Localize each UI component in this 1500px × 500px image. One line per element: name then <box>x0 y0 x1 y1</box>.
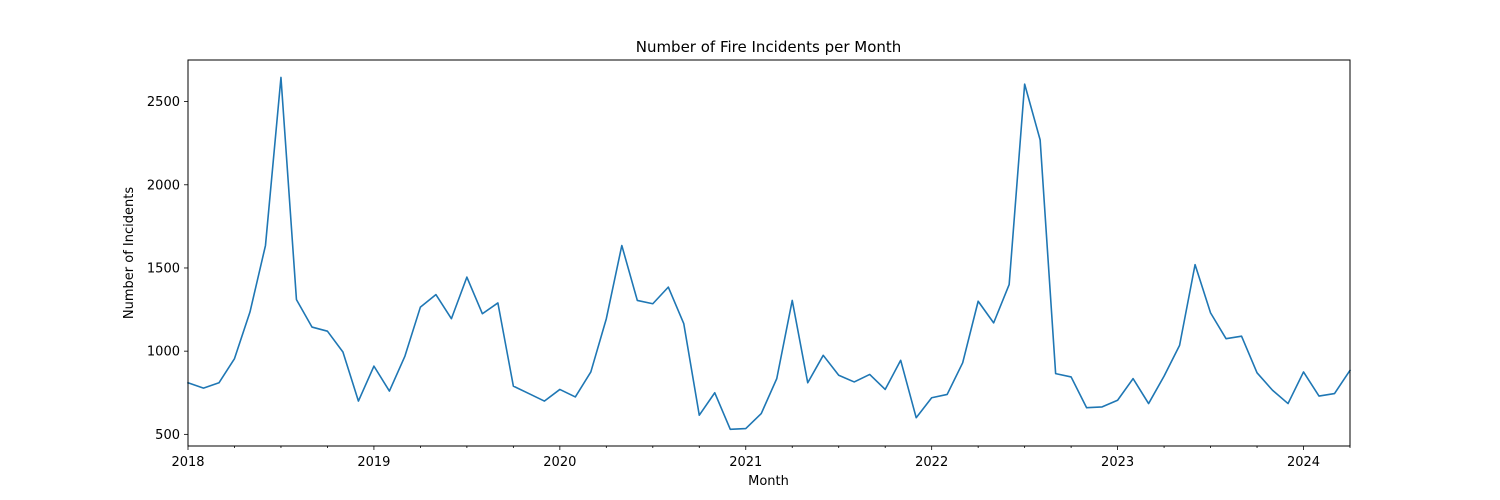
plot-area-frame <box>187 59 1351 447</box>
chart-title: Number of Fire Incidents per Month <box>636 38 902 56</box>
axes: 2018 2019 2020 2021 2022 2023 2024 500 1000 1500 2… <box>147 95 1351 470</box>
series-line <box>186 76 1352 431</box>
x-tick-label: 2020 <box>543 455 576 470</box>
x-tick-label: 2024 <box>1287 455 1320 470</box>
x-tick-label: 2022 <box>915 455 948 470</box>
x-tick-label: 2019 <box>357 455 390 470</box>
y-tick-label: 500 <box>155 428 180 443</box>
y-tick-label: 1500 <box>147 261 180 276</box>
x-axis-label: Month <box>748 474 789 489</box>
x-tick-label: 2023 <box>1101 455 1134 470</box>
y-tick-label: 1000 <box>147 345 180 360</box>
x-tick-label: 2021 <box>729 455 762 470</box>
y-tick-label: 2500 <box>147 95 180 110</box>
series-layer <box>186 76 1352 431</box>
x-tick-label: 2018 <box>171 455 204 470</box>
y-tick-label: 2000 <box>147 178 180 193</box>
y-axis-label: Number of Incidents <box>122 187 137 319</box>
